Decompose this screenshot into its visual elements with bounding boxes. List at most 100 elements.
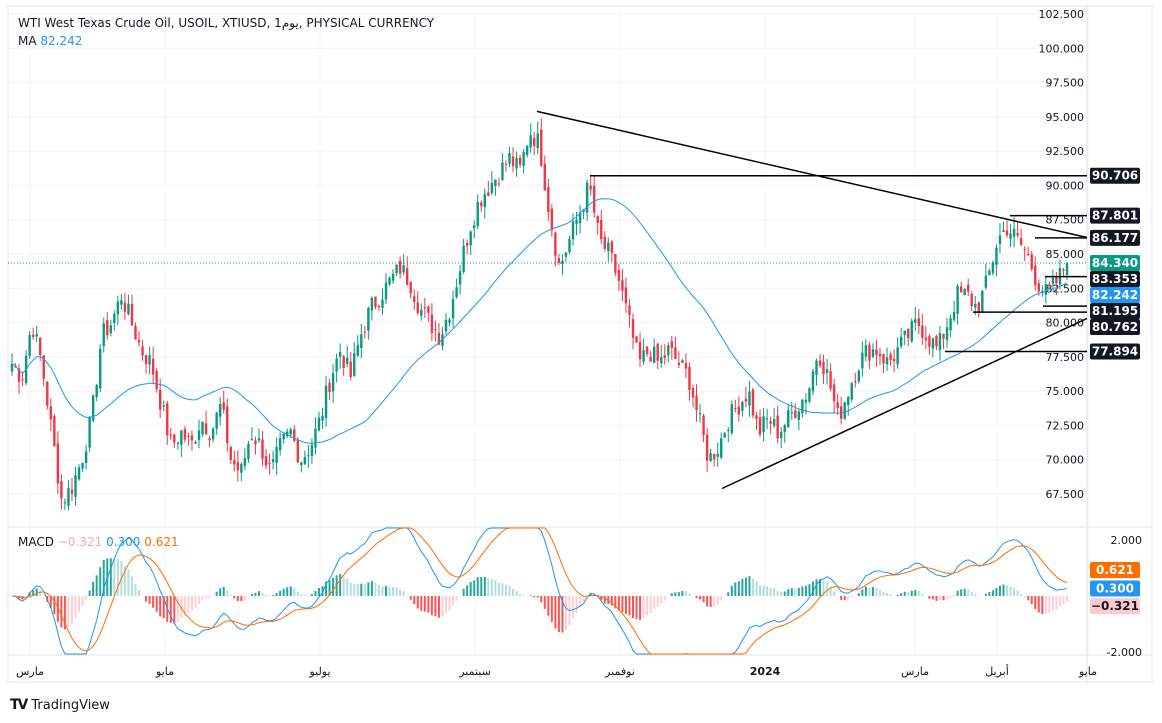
candle-body	[261, 439, 264, 459]
candle-body	[967, 284, 970, 292]
ma-price-label: 82.242	[1092, 288, 1138, 302]
level-price-label: 81.195	[1092, 304, 1138, 318]
candle-body	[300, 462, 303, 466]
candle-body	[134, 326, 137, 340]
tradingview-logo[interactable]: TV TradingView	[10, 697, 110, 713]
candle-body	[928, 336, 931, 347]
macd-histogram-bar	[159, 596, 162, 617]
macd-histogram-bar	[444, 596, 447, 614]
macd-label: MACD	[18, 535, 54, 549]
candle-body	[864, 345, 868, 357]
time-tick-label: مايو	[1078, 665, 1097, 678]
macd-histogram-bar	[28, 592, 31, 596]
macd-histogram-bar	[709, 596, 712, 607]
macd-histogram-bar	[783, 591, 786, 596]
macd-histogram-bar	[437, 596, 440, 618]
candle-body	[480, 202, 483, 207]
candle-body	[875, 349, 878, 355]
candle-body	[772, 419, 776, 426]
candle-body	[829, 371, 832, 389]
macd-histogram-bar	[677, 592, 680, 596]
candle-body	[984, 275, 988, 288]
candle-body	[974, 303, 977, 308]
candle-body	[416, 302, 419, 314]
candle-body	[614, 254, 617, 273]
candle-body	[557, 258, 561, 263]
candle-body	[624, 287, 628, 304]
candle-body	[518, 157, 522, 165]
candle-body	[328, 382, 331, 393]
macd-histogram-bar	[134, 584, 137, 596]
macd-histogram-bar	[508, 585, 511, 596]
candle-body	[1044, 284, 1048, 295]
macd-signal-label: 0.621	[1096, 563, 1134, 577]
macd-histogram-bar	[575, 596, 578, 614]
candle-body	[127, 303, 130, 315]
candle-body	[264, 456, 268, 466]
candle-body	[296, 439, 300, 463]
candle-body	[402, 265, 405, 273]
candle-body	[63, 502, 67, 504]
ma-legend: MA 82.242	[18, 34, 82, 48]
price-tick-label: 102.500	[1039, 8, 1085, 21]
candle-body	[1012, 228, 1016, 237]
macd-histogram-bar	[819, 579, 822, 596]
candle-body	[77, 467, 81, 480]
candle-body	[391, 273, 395, 281]
price-tick-label: 95.000	[1046, 111, 1085, 124]
candle-body	[571, 221, 575, 240]
candle-body	[335, 358, 338, 372]
candle-body	[592, 185, 596, 213]
macd-histogram-bar	[766, 586, 769, 596]
candle-body	[473, 225, 476, 229]
macd-histogram-bar	[229, 595, 232, 596]
candle-body	[861, 352, 864, 369]
macd-value: 0.300	[106, 535, 141, 549]
macd-histogram-bar	[138, 590, 141, 596]
candle-body	[910, 320, 913, 342]
candle-body	[734, 408, 737, 410]
macd-histogram-bar	[402, 591, 405, 596]
macd-histogram-bar	[99, 567, 102, 596]
candle-body	[917, 318, 921, 327]
candle-body	[229, 446, 232, 460]
candle-body	[723, 433, 726, 438]
macd-histogram-bar	[247, 596, 250, 597]
candle-body	[183, 429, 187, 440]
candle-body	[166, 403, 169, 436]
macd-histogram-bar	[342, 576, 345, 596]
candle-body	[208, 438, 211, 441]
candle-body	[748, 391, 751, 406]
candle-body	[783, 425, 786, 432]
candle-body	[247, 443, 250, 460]
macd-histogram-bar	[1044, 596, 1047, 614]
price-tick-label: 67.500	[1046, 488, 1085, 501]
candle-body	[871, 349, 875, 357]
candle-body	[222, 402, 225, 410]
macd-tick-label: -2.000	[1107, 646, 1142, 659]
last-price-label: 84.340	[1092, 256, 1138, 270]
candle-body	[1037, 283, 1040, 292]
candle-body	[1005, 230, 1009, 236]
candle-body	[1051, 277, 1055, 284]
macd-histogram-bar	[649, 596, 652, 614]
candle-body	[762, 416, 765, 433]
candle-body	[476, 202, 479, 227]
candle-body	[398, 260, 402, 274]
macd-histogram-bar	[660, 596, 663, 604]
macd-histogram-bar	[381, 586, 384, 596]
macd-histogram-bar	[780, 591, 783, 596]
macd-histogram-bar	[1020, 593, 1023, 596]
macd-histogram-bar	[967, 589, 970, 596]
macd-histogram-bar	[910, 590, 913, 596]
candle-body	[635, 336, 638, 343]
candle-body	[698, 413, 702, 415]
candle-body	[84, 451, 88, 464]
macd-hist-label-bg	[1090, 598, 1140, 615]
macd-histogram-bar	[741, 578, 744, 596]
candle-body	[250, 438, 254, 441]
macd-histogram-bar	[861, 589, 864, 596]
candle-body	[377, 305, 381, 308]
